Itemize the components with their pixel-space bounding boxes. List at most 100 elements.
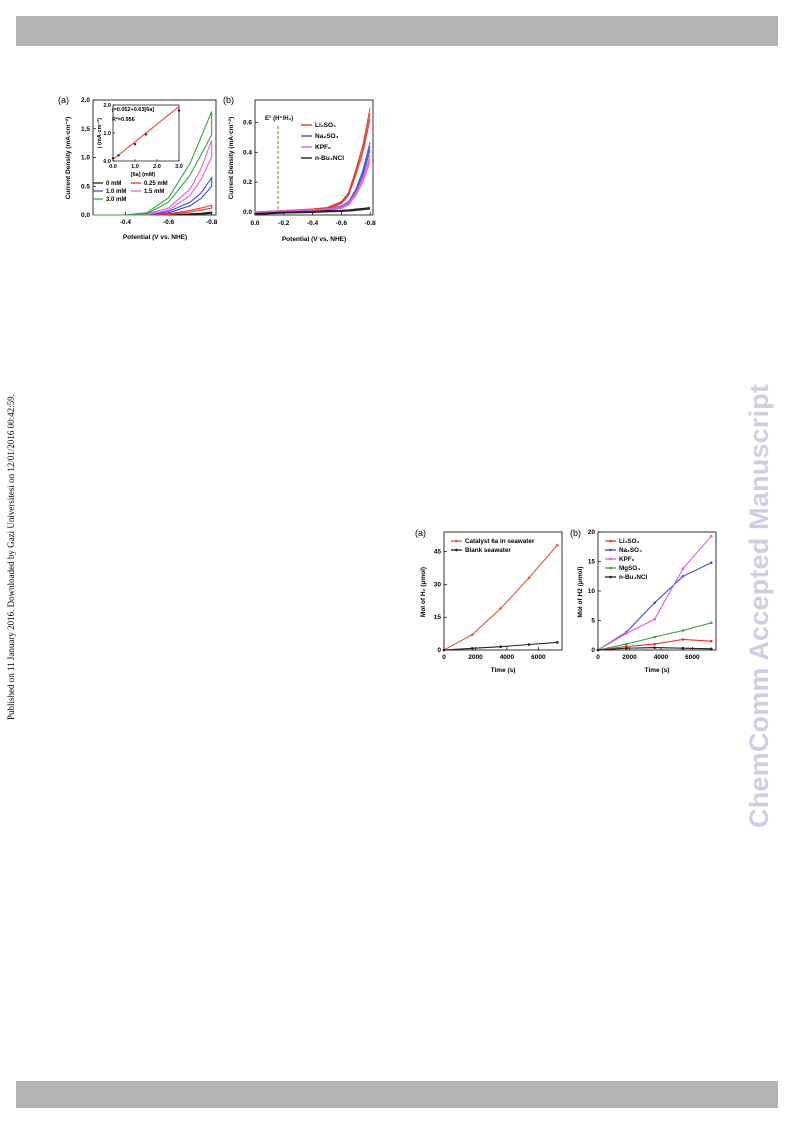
data-point (653, 646, 656, 649)
panel-2a-frame (443, 531, 563, 651)
x-tick-label: 6000 (531, 654, 546, 661)
y-tick-label: 10 (588, 588, 596, 595)
header-band (16, 16, 778, 46)
y-tick-label: 0 (591, 647, 595, 654)
x-tick-label: 4000 (654, 654, 669, 661)
x-tick-label: 2000 (468, 654, 483, 661)
panel-a-legend: 0 mM 0.25 mM 1.0 mM 1.5 mM 3.0 mM (93, 181, 168, 203)
y-tick-label: 0.4 (243, 149, 252, 156)
data-point (709, 647, 713, 651)
data-point (442, 648, 446, 652)
panel-2a-ylabel: Mol of H₂ (μmol) (420, 567, 427, 617)
data-point (681, 567, 685, 570)
y-tick-label: 0 (437, 647, 441, 654)
y-tick-label: 45 (434, 549, 442, 556)
lsv-curve-3 (254, 207, 371, 215)
panel-b: (b) 0.0 0.2 0.4 0.6 0.0 -0.2 -0.4 -0.6 -0.8 E° … (223, 95, 376, 243)
data-point (596, 648, 600, 652)
footer-band (16, 1081, 778, 1108)
lsv-curve-3 (254, 207, 371, 214)
data-point (681, 574, 685, 578)
y-tick-label: 0.2 (243, 179, 252, 186)
x-tick-label: 4000 (500, 654, 515, 661)
data-point (709, 561, 713, 564)
legend-marker (609, 539, 612, 543)
legend-label: Li₂SO₄ (315, 122, 336, 129)
panel-2a-label: (a) (415, 528, 426, 538)
legend-marker (455, 548, 458, 552)
panel-2a-xlabel: Time (s) (491, 667, 516, 674)
data-point (527, 643, 531, 646)
data-point (709, 534, 713, 538)
panel-2a: (a) 0 2000 4000 6000 0 15 30 45 Catalyst 6a in … (415, 528, 563, 674)
data-point (527, 576, 531, 580)
legend-label: 0 mM (106, 181, 121, 187)
x-tick-label: 0 (596, 654, 600, 661)
legend-label: MgSO₄ (619, 565, 640, 572)
panel-2b: (b) 0 2000 4000 6000 0 5 10 15 20 Li₂SO₄ Na₂SO₄ KP… (570, 528, 717, 674)
inset-equation: j=0.052+0.63[6a] (111, 107, 154, 113)
x-tick-label: -0.6 (163, 219, 175, 226)
legend-marker (609, 557, 612, 561)
panel-a: (a) 0.0 0.5 1.0 1.5 2.0 -0.4 -0.6 -0.8 Potenti… (58, 95, 218, 241)
legend-label: 3.0 mM (106, 197, 126, 203)
reference-potential-label: E° (H⁺/H₂) (265, 115, 293, 122)
legend-label: Blank seawater (465, 547, 511, 554)
y-tick-label: 0.5 (81, 183, 90, 190)
inset-y-tick-label: 1.0 (103, 131, 111, 137)
x-tick-label: -0.2 (278, 220, 290, 227)
legend-marker (609, 548, 612, 552)
data-point (555, 543, 559, 547)
series-line (597, 535, 712, 651)
x-tick-label: 6000 (685, 654, 700, 661)
panel-b-ylabel: Current Density (mA·cm⁻²) (228, 117, 235, 200)
panel-2b-xlabel: Time (s) (645, 667, 670, 674)
inset-xlabel: [6a] (mM) (131, 172, 156, 178)
figure-voltammetry: (a) 0.0 0.5 1.0 1.5 2.0 -0.4 -0.6 -0.8 Potenti… (58, 95, 376, 243)
lsv-curve-2 (254, 161, 371, 214)
panel-b-legend: Li₂SO₄ Na₂SO₄ KPF₆ n-Bu₄NCl (301, 122, 344, 162)
data-point (653, 601, 656, 605)
y-tick-label: 5 (591, 618, 595, 625)
panel-a-ylabel: Current Density (mA·cm⁻²) (65, 117, 72, 200)
legend-label: n-Bu₄NCl (315, 155, 344, 162)
data-point (681, 629, 685, 632)
panel-b-frame (254, 99, 374, 216)
inset-x-tick-label: 3.0 (175, 164, 183, 170)
x-tick-label: -0.8 (206, 219, 218, 226)
legend-label: Na₂SO₄ (619, 547, 642, 554)
panel-a-label: (a) (58, 95, 69, 105)
inset-x-tick-label: 1.0 (131, 164, 139, 170)
inset-point (117, 154, 120, 157)
cv-curve-15mM (93, 140, 213, 216)
inset-point (133, 143, 137, 146)
data-point (471, 646, 474, 650)
y-tick-label: 15 (588, 559, 596, 566)
data-point (709, 621, 713, 625)
x-tick-label: -0.8 (365, 220, 377, 227)
y-tick-label: 2.0 (81, 97, 90, 104)
lsv-curve-2 (254, 155, 371, 213)
x-tick-label: -0.4 (120, 219, 132, 226)
legend-label: Li₂SO₄ (619, 538, 640, 545)
x-tick-label: 0.0 (250, 220, 259, 227)
lsv-curve-2 (254, 158, 371, 214)
legend-label: n-Bu₄NCl (619, 574, 647, 581)
y-tick-label: 15 (434, 614, 442, 621)
data-point (681, 646, 685, 650)
panel-a-xlabel: Potential (V vs. NHE) (123, 234, 187, 241)
data-point (471, 633, 474, 637)
legend-label: KPF₆ (315, 144, 331, 151)
data-point (625, 632, 628, 635)
panel-a-inset: 0.0 1.0 2.0 3.0 0.0 1.0 2.0 j=0.052+0.63[6a] R… (96, 103, 183, 178)
data-point (499, 607, 502, 610)
inset-x-tick-label: 0.0 (109, 164, 117, 170)
data-point (625, 646, 628, 650)
inset-x-tick-label: 2.0 (153, 164, 161, 170)
inset-y-tick-label: 2.0 (103, 103, 111, 109)
data-point (653, 635, 656, 639)
x-tick-label: 2000 (622, 654, 637, 661)
legend-label: KPF₆ (619, 556, 635, 563)
data-point (709, 639, 713, 643)
